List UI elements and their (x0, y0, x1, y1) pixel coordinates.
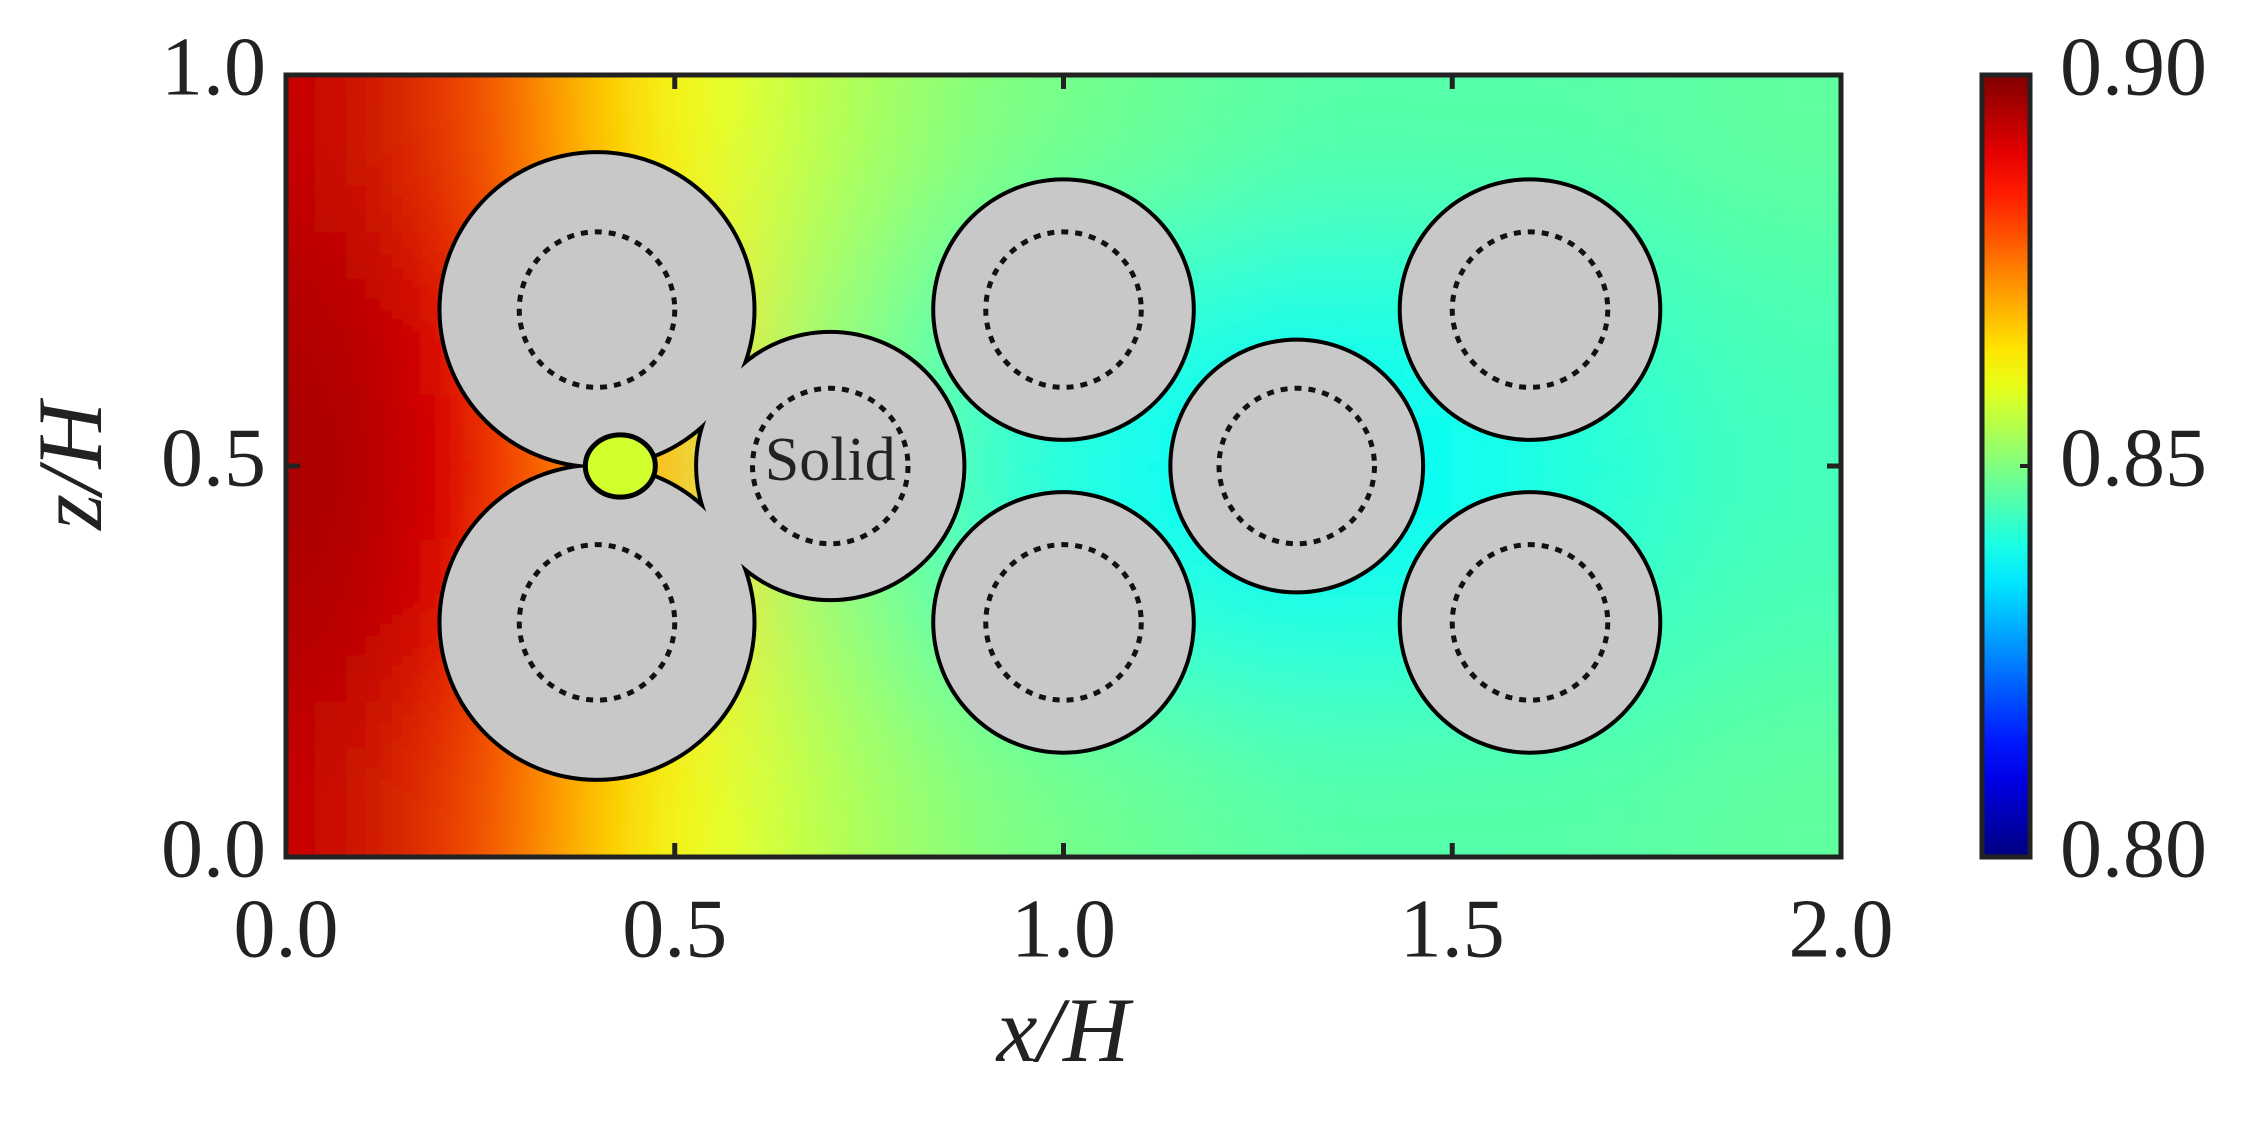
field-cell (752, 700, 909, 857)
solid (935, 181, 1192, 438)
colorbar-tick-label: 0.80 (2060, 802, 2207, 895)
melt-front (1449, 542, 1611, 703)
solid (441, 154, 753, 466)
field-cell (286, 387, 443, 546)
x-tick-label: 0.0 (234, 882, 339, 975)
solid (698, 333, 963, 599)
field-cell (286, 700, 443, 857)
x-tick-label: 0.5 (622, 882, 727, 975)
melt-front (1449, 229, 1611, 390)
colorbar (1979, 72, 2033, 860)
field-cell (286, 75, 443, 233)
field-cell (1219, 75, 1376, 233)
field-cell (1374, 700, 1531, 857)
solid (935, 494, 1192, 751)
melt-front (1216, 385, 1377, 547)
melt-front (516, 542, 678, 703)
solids: Solid (437, 150, 1663, 782)
x-tick-label: 1.0 (1011, 882, 1116, 975)
solid (1401, 181, 1659, 438)
field-cell (1685, 231, 1841, 389)
colorbar-tick-label: 0.85 (2060, 411, 2207, 504)
solid (441, 466, 753, 778)
field-cell (1685, 387, 1841, 546)
melt-front (983, 542, 1144, 703)
field-cell (752, 75, 909, 233)
colorbar-tick-label: 0.90 (2060, 20, 2207, 113)
field (286, 75, 1841, 857)
field-cell (286, 544, 443, 702)
solid (1172, 341, 1422, 591)
solid (1401, 494, 1659, 751)
annotation: Solid (765, 426, 896, 494)
field-cell (1685, 75, 1841, 233)
x-tick-label: 1.5 (1400, 882, 1505, 975)
liquid-pocket (582, 432, 658, 500)
field-cell (1685, 700, 1841, 857)
x-axis-label: x/H (995, 979, 1134, 1081)
melt-front (516, 229, 678, 390)
melt-front (983, 229, 1144, 390)
field-cell (1530, 700, 1687, 857)
field-cell (1219, 700, 1376, 857)
field-cell (1685, 544, 1841, 702)
field-cell (286, 231, 443, 389)
y-tick-label: 0.0 (161, 802, 266, 895)
y-axis-label: z/H (19, 398, 121, 532)
axes: 0.0 0.5 1.0 1.5 2.0 0.0 0.5 1.0 0.80 0.85 0.90 (161, 20, 2207, 975)
y-tick-label: 0.5 (161, 411, 266, 504)
y-tick-label: 1.0 (161, 20, 266, 113)
x-tick-label: 2.0 (1789, 882, 1894, 975)
melt-front (750, 385, 911, 547)
